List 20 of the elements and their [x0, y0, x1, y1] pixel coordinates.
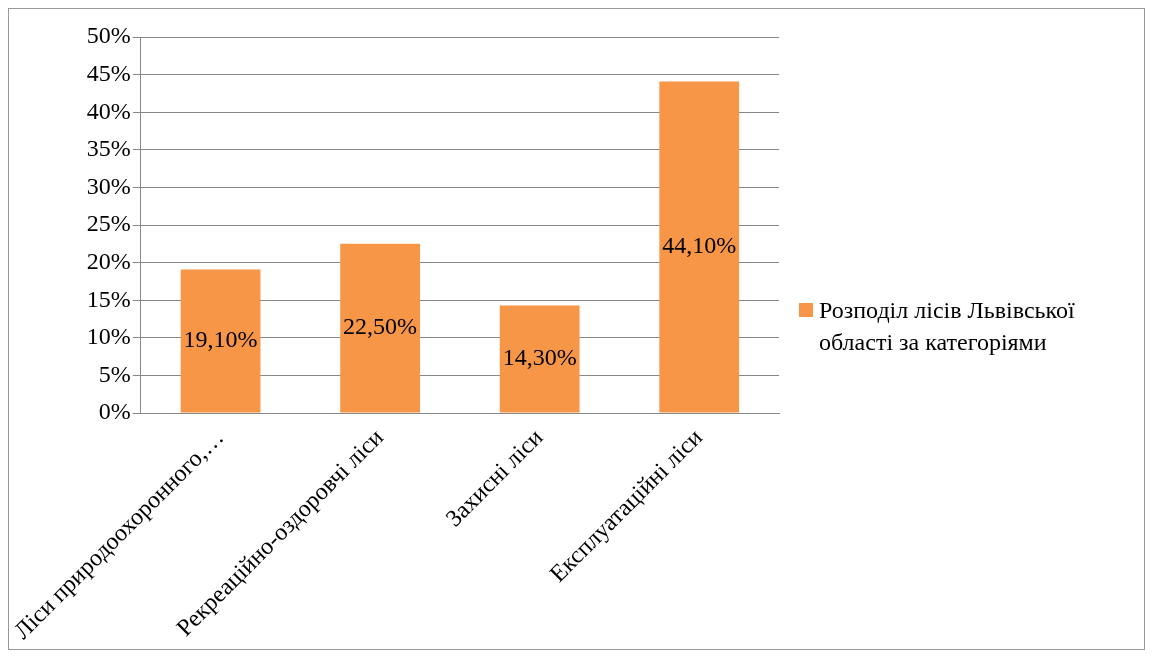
y-tick-label: 0% — [98, 398, 131, 425]
data-label: 19,10% — [183, 326, 258, 353]
y-tick-label: 40% — [86, 97, 131, 124]
data-label: 14,30% — [502, 344, 577, 371]
y-tick-label: 35% — [86, 135, 131, 162]
bar — [340, 243, 421, 413]
y-tick-label: 5% — [98, 360, 131, 387]
y-tick-label: 30% — [86, 172, 131, 199]
legend-label: Розподіл лісів Львівської області за категоріями — [819, 296, 1076, 357]
data-label: 22,50% — [343, 313, 418, 340]
y-tick-label: 20% — [86, 247, 131, 274]
y-tick-label: 45% — [86, 59, 131, 86]
bar — [180, 269, 261, 413]
bar — [659, 81, 740, 413]
bar — [499, 305, 580, 413]
y-tick-label: 25% — [86, 210, 131, 237]
data-label: 44,10% — [662, 232, 737, 259]
y-tick-label: 50% — [86, 22, 131, 49]
y-tick-label: 15% — [86, 285, 131, 312]
y-tick-label: 10% — [86, 323, 131, 350]
